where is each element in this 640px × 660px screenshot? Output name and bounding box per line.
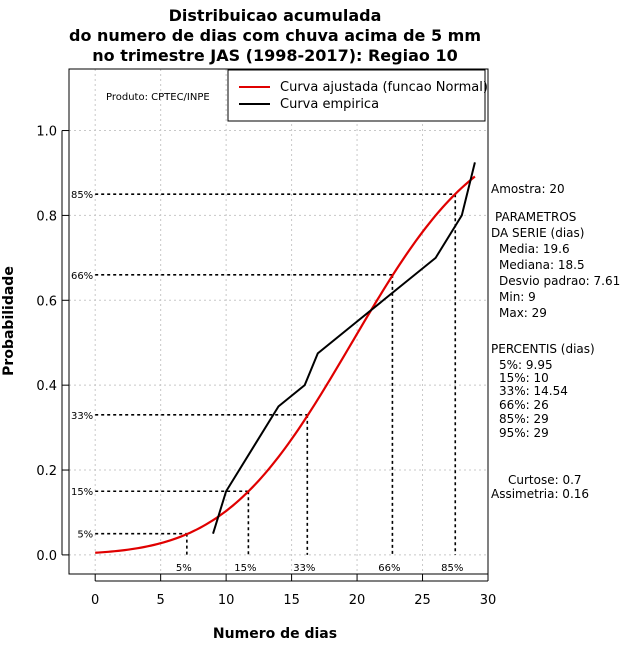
percentile-x-label: 33% bbox=[293, 563, 315, 574]
y-tick-label: 0.8 bbox=[36, 209, 57, 224]
percentile-x-label: 5% bbox=[176, 563, 192, 574]
params-header-2: DA SERIE (dias) bbox=[491, 226, 584, 240]
param-median: Mediana: 18.5 bbox=[499, 258, 585, 272]
y-tick-label: 0.6 bbox=[36, 294, 57, 309]
stats-panel: Amostra: 20 PARAMETROS DA SERIE (dias) M… bbox=[491, 182, 620, 501]
x-tick-label: 0 bbox=[91, 593, 99, 608]
percentile-y-label: 15% bbox=[71, 487, 93, 498]
legend: Curva ajustada (funcao Normal) Curva emp… bbox=[227, 69, 488, 122]
percentile-y-label: 85% bbox=[71, 190, 93, 201]
percentile-x-label: 66% bbox=[378, 563, 400, 574]
plot-frame bbox=[68, 68, 489, 575]
percentile-guides: 5% 5% 15% 15% 33% 33% 66% 66% 85% 85% bbox=[71, 190, 463, 574]
params-header-1: PARAMETROS bbox=[495, 210, 576, 224]
axes: 0 5 10 15 20 25 30 0.0 0.2 0.4 0.6 0.8 1.0 bbox=[36, 125, 496, 608]
x-tick-label: 15 bbox=[283, 593, 300, 608]
param-stddev: Desvio padrao: 7.61 bbox=[499, 274, 620, 288]
param-min: Min: 9 bbox=[499, 290, 536, 304]
percentile-15: 15%: 10 bbox=[499, 371, 549, 385]
percentiles-header: PERCENTIS (dias) bbox=[491, 342, 595, 356]
percentile-5: 5%: 9.95 bbox=[499, 358, 553, 372]
skewness: Assimetria: 0.16 bbox=[491, 487, 589, 501]
y-tick-label: 0.2 bbox=[36, 464, 57, 479]
chart-title-line-2: do numero de dias com chuva acima de 5 m… bbox=[69, 26, 481, 45]
percentile-85: 85%: 29 bbox=[499, 412, 549, 426]
chart-title-line-3: no trimestre JAS (1998-2017): Regiao 10 bbox=[92, 46, 457, 65]
x-axis-title: Numero de dias bbox=[213, 626, 337, 642]
x-tick-label: 20 bbox=[349, 593, 366, 608]
x-tick-label: 30 bbox=[480, 593, 497, 608]
percentile-66: 66%: 26 bbox=[499, 398, 549, 412]
kurtosis: Curtose: 0.7 bbox=[508, 473, 582, 487]
legend-label-fitted: Curva ajustada (funcao Normal) bbox=[280, 80, 488, 95]
grid-lines bbox=[69, 69, 489, 574]
param-max: Max: 29 bbox=[499, 306, 547, 320]
percentile-y-label: 66% bbox=[71, 271, 93, 282]
y-tick-label: 0.0 bbox=[36, 549, 57, 564]
y-axis-title: Probabilidade bbox=[1, 266, 17, 376]
x-tick-label: 10 bbox=[218, 593, 235, 608]
chart-title-line-1: Distribuicao acumulada bbox=[169, 6, 382, 25]
fitted-normal-curve bbox=[95, 175, 476, 554]
percentile-x-label: 15% bbox=[234, 563, 256, 574]
percentile-x-label: 85% bbox=[441, 563, 463, 574]
percentile-y-label: 5% bbox=[77, 530, 93, 541]
data-series bbox=[95, 162, 476, 554]
legend-label-empirical: Curva empirica bbox=[280, 97, 379, 112]
legend-box bbox=[227, 69, 486, 122]
percentile-y-label: 33% bbox=[71, 411, 93, 422]
sample-size: Amostra: 20 bbox=[491, 182, 565, 196]
product-annotation: Produto: CPTEC/INPE bbox=[106, 92, 210, 103]
y-tick-label: 0.4 bbox=[36, 379, 57, 394]
empirical-curve bbox=[212, 162, 476, 534]
percentile-33: 33%: 14.54 bbox=[499, 384, 568, 398]
y-tick-label: 1.0 bbox=[36, 125, 57, 140]
x-tick-label: 25 bbox=[414, 593, 431, 608]
param-mean: Media: 19.6 bbox=[499, 242, 570, 256]
x-tick-label: 5 bbox=[157, 593, 165, 608]
percentile-95: 95%: 29 bbox=[499, 426, 549, 440]
